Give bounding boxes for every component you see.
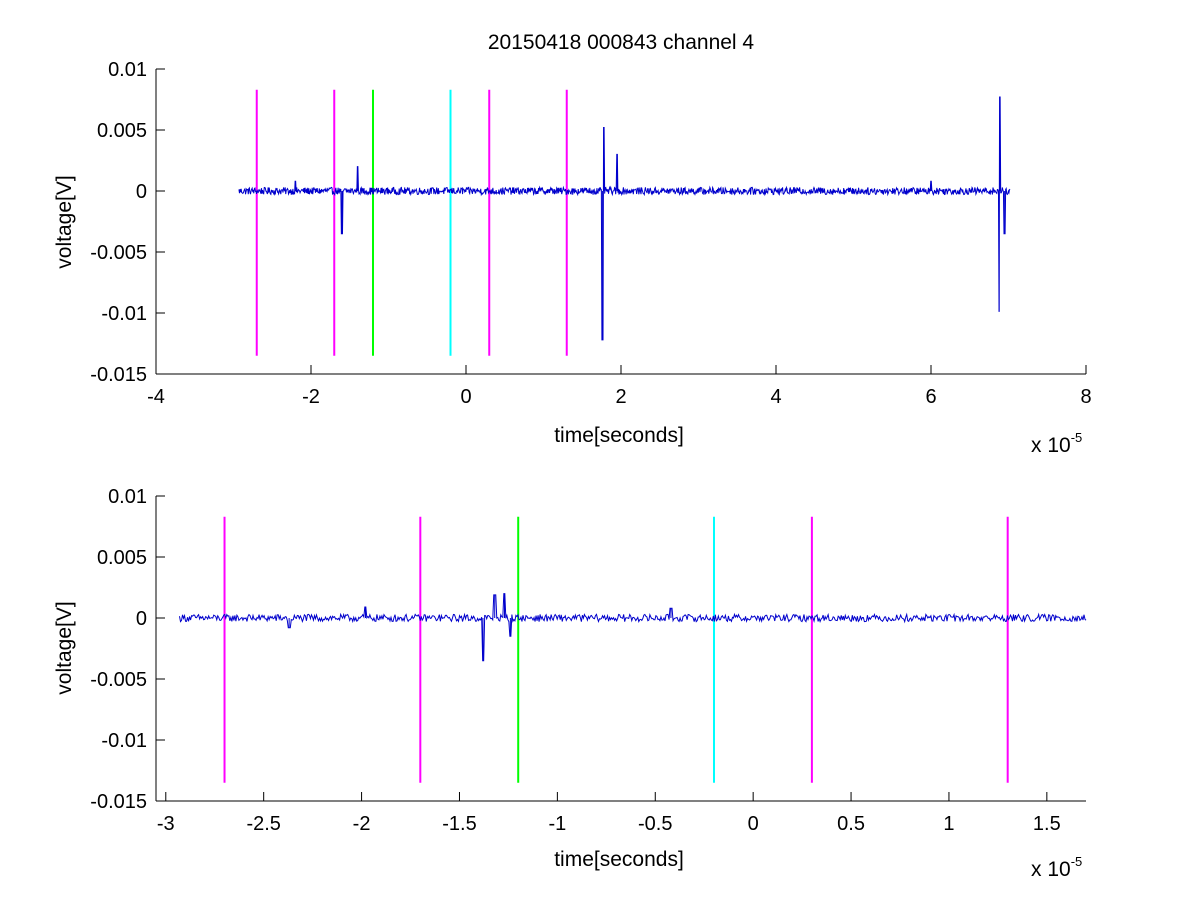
axes-top-xtick-label: 2 [615,386,626,408]
axes-bottom-signal [178,593,1087,662]
axes-top-signal [238,96,1011,341]
axes-bottom-x-exponent-base: x 10 [1031,858,1071,881]
axes-top-ytick-label: 0.005 [97,120,147,142]
axes-top-x-exponent-power: -5 [1071,430,1083,445]
axes-top-xtick-label: 6 [925,386,936,408]
axes-bottom-xtick-label: 0.5 [837,813,865,835]
axes-bottom-ytick-label: -0.005 [90,669,147,691]
axes-bottom: -3 -2.5 -2 -1.5 -1 -0.5 0 0.5 1 1.5 0.01 0.005 0 -0.… [53,486,1087,881]
axes-bottom-ytick-label: 0.01 [108,486,147,508]
axes-top-xtick-label: 0 [460,386,471,408]
axes-bottom-xtick-label: -2.5 [246,813,280,835]
axes-bottom-ylabel: voltage[V] [53,601,76,694]
axes-bottom-ytick-label: 0 [136,608,147,630]
axes-bottom-xtick-label: 1 [943,813,954,835]
axes-top-signal-trace [238,96,1011,341]
axes-top-yticks: 0.01 0.005 0 -0.005 -0.01 -0.015 [90,59,165,386]
axes-bottom-ytick-label: 0.005 [97,547,147,569]
axes-bottom-x-exponent: x 10-5 [1031,854,1082,881]
axes-bottom-xticks: -3 -2.5 -2 -1.5 -1 -0.5 0 0.5 1 1.5 [157,792,1061,835]
axes-top-xtick-label: -4 [147,386,165,408]
axes-bottom-yticks: 0.01 0.005 0 -0.005 -0.01 -0.015 [90,486,165,813]
axes-top-xtick-label: -2 [302,386,320,408]
axes-bottom-xtick-label: 1.5 [1033,813,1061,835]
axes-top-markers [255,89,568,356]
axes-bottom-xtick-label: -0.5 [638,813,672,835]
axes-top-xlabel: time[seconds] [554,424,684,447]
axes-top-xticks: -4 -2 0 2 4 6 8 [147,365,1092,408]
axes-top: -4 -2 0 2 4 6 8 0.01 0.005 0 -0.005 -0.01 -0.015 ti… [53,59,1092,457]
axes-bottom-markers [223,516,1009,783]
axes-top-xtick-label: 8 [1080,386,1091,408]
axes-top-ylabel: voltage[V] [53,175,76,268]
axes-top-x-exponent: x 10-5 [1031,430,1082,457]
axes-top-ytick-label: -0.01 [101,303,147,325]
axes-bottom-xtick-label: -1.5 [442,813,476,835]
axes-top-x-exponent-base: x 10 [1031,434,1071,457]
axes-bottom-frame [155,496,1086,802]
axes-bottom-ytick-label: -0.01 [101,730,147,752]
axes-bottom-xtick-label: -2 [353,813,371,835]
axes-bottom-xtick-label: -3 [157,813,175,835]
figure-title: 20150418 000843 channel 4 [488,31,755,54]
axes-top-ytick-label: -0.005 [90,242,147,264]
axes-top-ytick-label: 0.01 [108,59,147,81]
axes-bottom-signal-trace [178,593,1087,662]
axes-top-xtick-label: 4 [770,386,781,408]
axes-top-ytick-label: 0 [136,181,147,203]
axes-bottom-ytick-label: -0.015 [90,791,147,813]
axes-bottom-xlabel: time[seconds] [554,848,684,871]
axes-bottom-x-exponent-power: -5 [1071,854,1083,869]
axes-bottom-xtick-label: 0 [748,813,759,835]
axes-bottom-xtick-label: -1 [548,813,566,835]
axes-top-ytick-label: -0.015 [90,364,147,386]
